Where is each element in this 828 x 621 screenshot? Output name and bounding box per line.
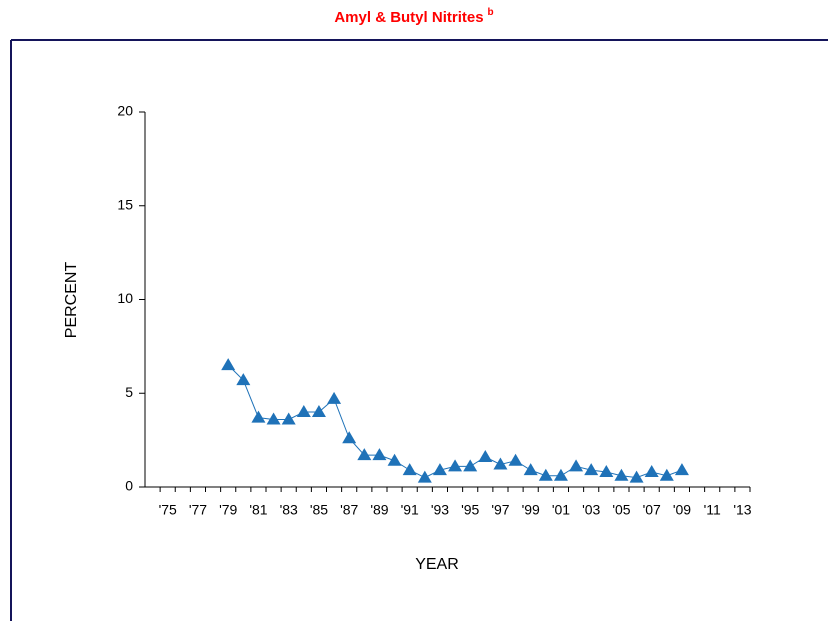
x-tick-label: '79: [219, 502, 237, 518]
data-point: [569, 459, 584, 472]
data-point: [311, 405, 326, 417]
data-point: [296, 405, 311, 417]
data-point: [478, 450, 493, 462]
x-tick-label: '81: [249, 502, 267, 518]
x-tick-label: '91: [401, 502, 419, 518]
x-tick-label: '93: [431, 502, 449, 518]
data-point: [448, 459, 463, 472]
x-tick-label: '03: [582, 502, 600, 518]
data-point: [417, 470, 432, 483]
data-point: [357, 448, 372, 461]
data-point: [342, 431, 357, 444]
data-point: [251, 410, 266, 423]
title-note: b: [488, 7, 494, 18]
y-tick-label: 15: [117, 196, 133, 212]
x-tick-label: '75: [159, 502, 177, 518]
title-text: Amyl & Butyl Nitrites: [334, 9, 483, 26]
x-tick-label: '83: [280, 502, 298, 518]
data-point: [236, 373, 251, 386]
data-point: [553, 468, 568, 481]
data-point: [508, 453, 523, 466]
data-point: [432, 463, 447, 476]
x-tick-label: '01: [552, 502, 570, 518]
data-point: [493, 457, 508, 470]
data-point: [659, 468, 674, 481]
x-tick-label: '99: [522, 502, 540, 518]
x-tick-label: '87: [340, 502, 358, 518]
y-tick-label: 5: [125, 384, 133, 400]
x-tick-label: '13: [733, 502, 751, 518]
y-tick-label: 10: [117, 290, 133, 306]
data-point: [599, 465, 614, 477]
data-point: [402, 463, 417, 476]
data-point: [372, 448, 387, 461]
data-point: [629, 470, 644, 483]
data-point: [463, 459, 478, 472]
data-point: [281, 412, 296, 425]
y-tick-label: 20: [117, 103, 133, 119]
x-tick-label: '95: [461, 502, 479, 518]
x-tick-label: '85: [310, 502, 328, 518]
data-point: [614, 468, 629, 481]
chart-title: Amyl & Butyl Nitrites b: [334, 7, 493, 26]
x-tick-label: '97: [491, 502, 509, 518]
data-point: [584, 463, 599, 476]
x-axis-label: YEAR: [415, 556, 459, 573]
data-point: [523, 463, 538, 476]
x-tick-label: '77: [189, 502, 207, 518]
x-tick-label: '11: [704, 502, 721, 518]
x-tick-label: '07: [643, 502, 661, 518]
data-point: [674, 463, 689, 476]
data-point: [221, 358, 236, 371]
data-point: [387, 453, 402, 466]
data-point: [327, 391, 342, 404]
data-point: [644, 465, 659, 477]
data-point: [538, 468, 553, 481]
x-tick-label: '09: [673, 502, 691, 518]
data-point: [266, 412, 281, 425]
x-tick-label: '05: [612, 502, 630, 518]
y-axis-label: PERCENT: [63, 262, 80, 339]
y-tick-label: 0: [125, 478, 133, 494]
x-tick-label: '89: [370, 502, 388, 518]
